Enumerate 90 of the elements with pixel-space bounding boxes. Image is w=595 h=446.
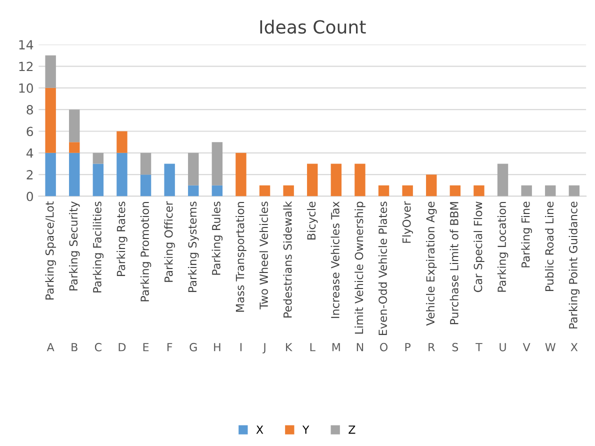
text: V bbox=[522, 343, 530, 352]
y-tick-label: 8 bbox=[26, 105, 33, 115]
x-tick-label: Parking Security bbox=[69, 201, 80, 290]
text: S bbox=[452, 342, 458, 352]
legend-label: X bbox=[256, 426, 264, 434]
x-tick-label: Parking Officer bbox=[164, 201, 175, 282]
text: R bbox=[428, 343, 435, 352]
bar bbox=[45, 55, 56, 88]
x-tick-label: Public Road Line bbox=[545, 202, 554, 291]
bar bbox=[188, 185, 199, 196]
bar bbox=[330, 164, 342, 196]
bar bbox=[212, 142, 223, 186]
bar bbox=[402, 185, 413, 196]
text: H bbox=[214, 343, 220, 352]
x-tick-label: Two Wheel Vehicles bbox=[259, 202, 268, 310]
x-tick-label: Pedestrians Sidewalk bbox=[283, 201, 292, 318]
bar bbox=[426, 174, 437, 196]
text: K bbox=[286, 343, 292, 352]
y-tick-label: 6 bbox=[26, 126, 34, 136]
y-tick-label: 0 bbox=[26, 192, 33, 202]
x-tick-label: Limit Vehicle Ownership bbox=[354, 202, 366, 334]
bar bbox=[69, 110, 80, 142]
chart-title: Ideas Count bbox=[260, 20, 366, 34]
bar bbox=[545, 185, 556, 196]
text: J bbox=[262, 343, 266, 354]
text: P bbox=[405, 343, 411, 352]
x-tick-label: Parking Facilities bbox=[92, 202, 104, 292]
bar bbox=[450, 185, 461, 196]
x-tick-label: Mass Transportation bbox=[236, 202, 246, 312]
bar bbox=[92, 152, 104, 164]
text: E bbox=[143, 343, 149, 352]
x-tick-label: Bicycle bbox=[307, 202, 318, 240]
bar bbox=[259, 185, 270, 196]
x-tick-label: Parking Systems bbox=[188, 202, 199, 292]
bar bbox=[474, 185, 484, 196]
y-tick-label: 4 bbox=[26, 148, 34, 158]
text: X bbox=[570, 343, 578, 352]
x-tick-label: Parking Rates bbox=[116, 202, 128, 276]
x-tick-label: Parking Fine bbox=[521, 202, 532, 268]
text: D bbox=[118, 343, 126, 352]
bar bbox=[307, 164, 318, 196]
x-tick-label: Parking Space/Lot bbox=[45, 201, 56, 300]
text: U bbox=[500, 343, 506, 352]
text: N bbox=[356, 343, 364, 352]
text: M bbox=[332, 343, 340, 352]
text: T bbox=[476, 343, 482, 352]
bar bbox=[521, 185, 532, 196]
y-tick-label: 10 bbox=[19, 83, 33, 93]
bar bbox=[212, 185, 223, 196]
bar bbox=[69, 142, 80, 153]
bar bbox=[140, 174, 152, 196]
x-tick-label: Vehicle Expiration Age bbox=[426, 202, 437, 326]
legend-label: Z bbox=[348, 426, 356, 434]
text: O bbox=[380, 342, 388, 352]
bar bbox=[164, 164, 175, 196]
x-tick-label: FlyOver bbox=[402, 201, 413, 243]
bar bbox=[140, 152, 152, 175]
bar bbox=[378, 185, 390, 196]
text: C bbox=[94, 342, 102, 352]
y-tick-label: 2 bbox=[26, 170, 33, 180]
x-tick-label: Even-Odd Vehicle Plates bbox=[378, 202, 387, 336]
bar bbox=[116, 131, 128, 153]
text: F bbox=[167, 343, 172, 352]
bar bbox=[69, 152, 80, 196]
bar bbox=[568, 185, 580, 196]
bar bbox=[45, 88, 56, 153]
bar bbox=[45, 152, 56, 196]
x-tick-label: Parking Rules bbox=[212, 202, 223, 275]
text: G bbox=[190, 342, 197, 352]
x-tick-label: Parking Promotion bbox=[140, 202, 152, 302]
x-tick-label: Parking Point Guidance bbox=[568, 202, 580, 328]
bar bbox=[354, 164, 366, 196]
bar bbox=[236, 152, 246, 196]
bar bbox=[188, 152, 199, 186]
x-tick-label: Purchase Limit of BBM bbox=[450, 202, 458, 324]
y-tick-label: 14 bbox=[19, 40, 34, 50]
legend-label: Y bbox=[302, 426, 310, 434]
text: L bbox=[310, 343, 316, 352]
bar bbox=[497, 164, 508, 196]
text: B bbox=[72, 343, 78, 352]
bar bbox=[116, 152, 128, 196]
text: W bbox=[545, 343, 556, 352]
x-tick-label: Increase Vehicles Tax bbox=[330, 201, 340, 318]
x-tick-label: Parking Location bbox=[497, 202, 508, 292]
text: I bbox=[240, 343, 242, 352]
x-tick-label: Car Special Flow bbox=[474, 202, 484, 292]
y-tick-label: 12 bbox=[19, 62, 33, 72]
bar bbox=[283, 185, 294, 196]
text: A bbox=[46, 343, 54, 352]
bar bbox=[92, 164, 104, 196]
